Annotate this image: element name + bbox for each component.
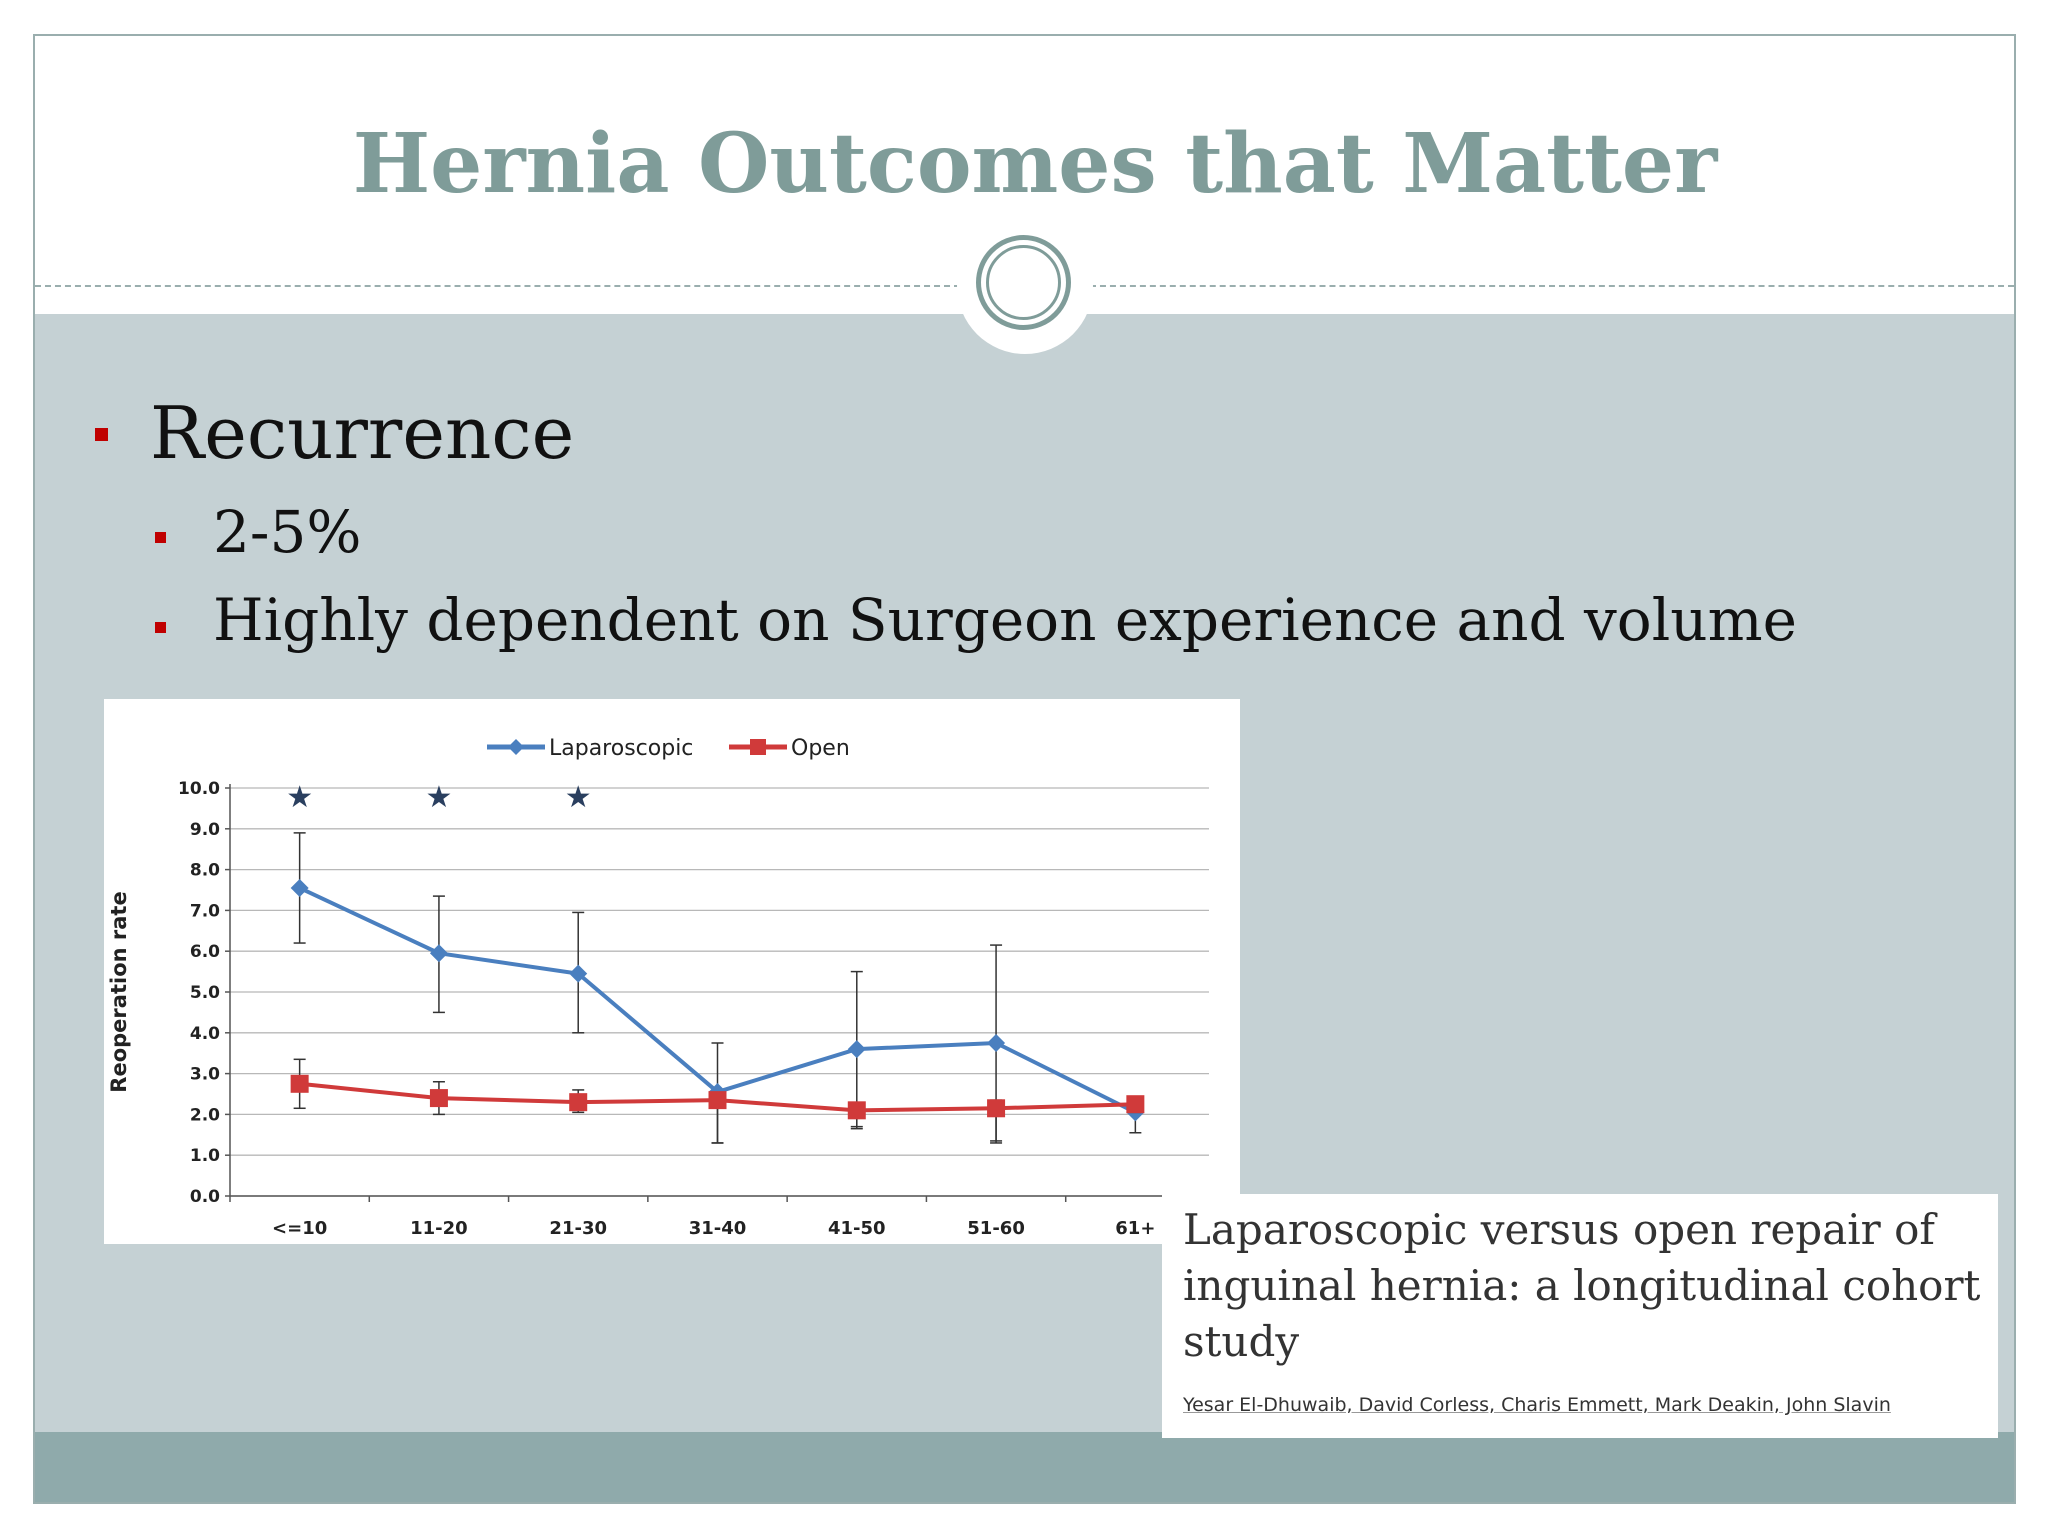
sub-bullet-square-icon — [155, 622, 166, 633]
y-tick-label: 7.0 — [190, 901, 220, 921]
sub-bullet-dependency: Highly dependent on Surgeon experience a… — [213, 586, 1797, 654]
y-tick-label: 9.0 — [190, 820, 220, 840]
footer-band — [35, 1432, 2014, 1502]
laparoscopic-point — [987, 1034, 1006, 1052]
open-point — [847, 1101, 866, 1120]
citation-title: Laparoscopic versus open repair of ingui… — [1183, 1205, 1981, 1366]
open-point — [708, 1091, 727, 1110]
y-tick-label: 4.0 — [190, 1024, 220, 1044]
laparoscopic-point — [847, 1040, 866, 1059]
laparoscopic-point — [290, 878, 309, 897]
y-tick-label: 1.0 — [190, 1146, 220, 1166]
significance-star-icon: ★ — [286, 780, 313, 815]
x-tick-label: 21-30 — [549, 1218, 607, 1239]
divider-circle-icon — [976, 235, 1071, 330]
title-divider-left — [35, 285, 960, 287]
y-tick-label: 3.0 — [190, 1065, 220, 1085]
x-tick-label: 31-40 — [689, 1218, 747, 1239]
divider-circle-inner-ring — [986, 245, 1061, 320]
y-tick-label: 6.0 — [190, 942, 220, 962]
bullet-recurrence: Recurrence — [150, 391, 575, 475]
x-tick-label: 51-60 — [967, 1218, 1025, 1239]
open-point — [987, 1099, 1006, 1118]
y-tick-label: 10.0 — [178, 779, 220, 799]
citation-authors[interactable]: Yesar El-Dhuwaib, David Corless, Charis … — [1183, 1394, 1891, 1416]
open-point — [290, 1074, 309, 1093]
laparoscopic-point — [569, 964, 588, 983]
legend-square-marker — [750, 739, 766, 755]
sub-bullet-square-icon — [155, 532, 166, 543]
x-tick-label: 61+ — [1115, 1218, 1155, 1239]
x-tick-label: 41-50 — [828, 1218, 886, 1239]
legend-diamond-marker — [508, 739, 524, 755]
open-point — [569, 1093, 588, 1112]
open-point — [429, 1089, 448, 1108]
sub-bullet-rate: 2-5% — [213, 498, 362, 566]
slide: Hernia Outcomes that Matter Recurrence 2… — [33, 34, 2016, 1504]
bullet-square-icon — [95, 428, 108, 441]
y-tick-label: 0.0 — [190, 1187, 220, 1207]
y-tick-label: 2.0 — [190, 1105, 220, 1125]
laparoscopic-point — [429, 944, 448, 963]
slide-title: Hernia Outcomes that Matter — [352, 116, 1718, 212]
legend-label: Laparoscopic — [549, 736, 693, 761]
x-tick-label: 11-20 — [410, 1218, 468, 1239]
y-axis-title: Reoperation rate — [107, 891, 131, 1092]
significance-star-icon: ★ — [565, 780, 592, 815]
legend-label: Open — [791, 736, 850, 761]
title-divider-right — [1090, 285, 2014, 287]
reoperation-chart: 0.0 1.0 2.0 3.0 4.0 5.0 6.0 7.0 8.0 9.0 10.0 <=10 11… — [104, 699, 1240, 1244]
open-point — [1126, 1095, 1145, 1114]
citation-card: Laparoscopic versus open repair of ingui… — [1162, 1194, 1998, 1438]
significance-star-icon: ★ — [425, 780, 452, 815]
y-tick-label: 5.0 — [190, 983, 220, 1003]
y-tick-label: 8.0 — [190, 861, 220, 881]
x-tick-label: <=10 — [272, 1218, 327, 1239]
reoperation-chart-svg: 0.0 1.0 2.0 3.0 4.0 5.0 6.0 7.0 8.0 9.0 10.0 <=10 11… — [107, 736, 1209, 1239]
